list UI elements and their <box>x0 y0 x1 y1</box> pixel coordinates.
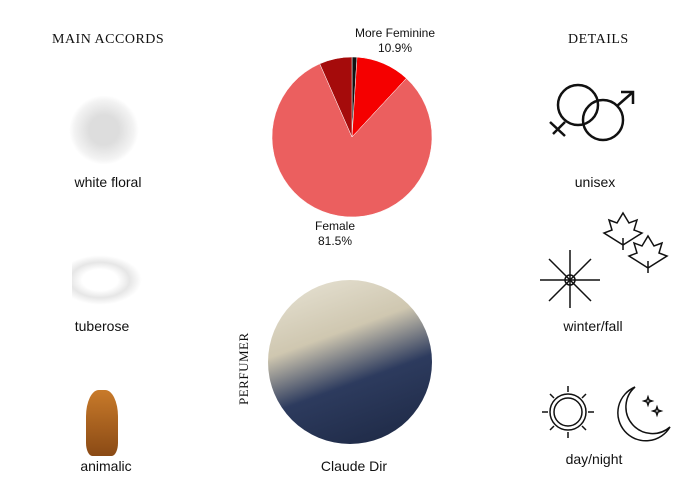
perfumer-heading: PERFUMER <box>236 332 251 405</box>
detail-label: unisex <box>574 174 616 190</box>
detail-label: winter/fall <box>563 318 623 334</box>
white-flower-icon <box>68 96 140 164</box>
perfumer-name[interactable]: Claude Dir <box>320 458 388 474</box>
detail-label: day/night <box>565 451 623 467</box>
pie-slice-2 <box>271 63 433 218</box>
pie-slice-3 <box>319 56 353 138</box>
accord-label: animalic <box>80 458 132 474</box>
slice-label-more-feminine: More Feminine 10.9% <box>354 26 436 55</box>
accord-label: tuberose <box>74 318 130 334</box>
sun-moon-icon <box>542 386 671 442</box>
snowflake-leaves-icon <box>540 211 669 308</box>
tiger-icon <box>86 390 118 456</box>
gender-symbols-icon <box>549 83 635 142</box>
slice-label-female: Female 81.5% <box>314 219 355 248</box>
perfumer-photo <box>268 280 432 444</box>
details-heading: DETAILS <box>568 32 629 47</box>
tuberose-flower-icon <box>72 255 142 305</box>
accord-label: white floral <box>74 174 142 190</box>
main-accords-heading: MAIN ACCORDS <box>52 32 165 47</box>
